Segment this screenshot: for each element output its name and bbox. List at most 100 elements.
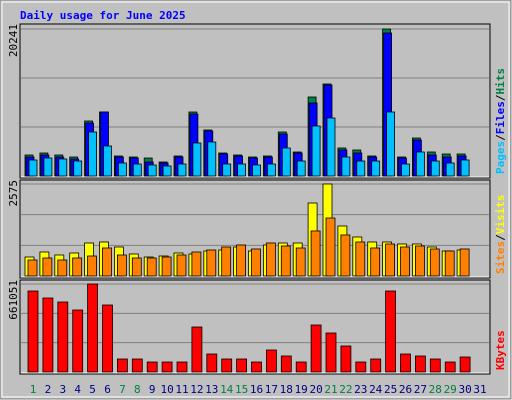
bar [280, 355, 292, 373]
bar [131, 358, 143, 373]
bar [176, 361, 188, 373]
legend: KBytes [494, 330, 507, 370]
bar [295, 247, 306, 277]
bar [146, 257, 157, 277]
legend-separator: / [494, 134, 507, 141]
legend: Sites/Visits [494, 195, 507, 275]
y-tick-label: 20241 [7, 24, 20, 57]
panel [19, 279, 491, 375]
bar [251, 248, 261, 277]
bar [310, 324, 322, 373]
bar [355, 241, 366, 277]
x-tick-label: 29 [444, 383, 457, 396]
bar [161, 256, 172, 277]
bar [430, 160, 440, 177]
bar [221, 358, 233, 373]
x-tick-label: 17 [265, 383, 278, 396]
x-tick-label: 19 [295, 383, 308, 396]
bar [57, 301, 69, 373]
bar [161, 361, 173, 373]
bar [385, 243, 396, 277]
bar [444, 361, 456, 373]
y-tick-label: 2575 [7, 180, 20, 207]
bar [265, 242, 276, 277]
bar [460, 159, 470, 177]
x-tick-label: 8 [134, 383, 141, 396]
bar [400, 353, 411, 373]
x-tick-label: 9 [149, 383, 156, 396]
bar [459, 248, 470, 277]
bar [147, 164, 157, 177]
bar [117, 254, 127, 277]
bar [42, 297, 54, 373]
x-tick-label: 24 [369, 383, 383, 396]
bar [221, 246, 232, 277]
bar [43, 157, 53, 177]
bar [265, 349, 277, 373]
bar [27, 259, 38, 277]
bar [459, 356, 471, 373]
legend-separator: / [494, 234, 507, 241]
bar [296, 160, 306, 177]
x-tick-label: 20 [309, 383, 322, 396]
legend-entry: Sites [494, 241, 507, 274]
x-tick-label: 14 [220, 383, 234, 396]
legend-entry: Pages [494, 141, 507, 174]
x-tick-label: 13 [205, 383, 218, 396]
legend-separator: / [494, 94, 507, 101]
bar [88, 131, 97, 177]
bar [206, 353, 218, 373]
x-tick-label: 3 [59, 383, 66, 396]
x-tick-label: 18 [280, 383, 293, 396]
bar [281, 147, 291, 177]
bar [386, 111, 396, 177]
bar [191, 326, 203, 373]
x-tick-label: 5 [89, 383, 96, 396]
bar [192, 142, 202, 177]
x-tick-label: 30 [458, 383, 471, 396]
x-tick-label: 26 [399, 383, 412, 396]
x-tick-label: 15 [235, 383, 248, 396]
bar [311, 125, 321, 177]
x-tick-label: 23 [354, 383, 367, 396]
bar [72, 309, 84, 373]
bar [102, 247, 112, 277]
bar [370, 358, 382, 373]
x-tick-label: 7 [119, 383, 126, 396]
bar [237, 163, 247, 177]
bar [146, 361, 158, 373]
x-tick-label: 16 [250, 383, 263, 396]
x-tick-label: 4 [74, 383, 81, 396]
bar [429, 248, 440, 277]
bar [28, 159, 38, 177]
bar [400, 246, 410, 277]
bar [280, 245, 291, 277]
bar [385, 290, 397, 373]
x-tick-label: 6 [104, 383, 111, 396]
bar [73, 160, 83, 177]
bar [162, 165, 172, 177]
legend: Pages/Files/Hits [494, 68, 507, 174]
bar [295, 361, 307, 373]
x-tick-label: 31 [473, 383, 486, 396]
x-tick-label: 25 [384, 383, 397, 396]
legend-entry: Visits [494, 195, 507, 235]
x-tick-label: 21 [324, 383, 337, 396]
bar [414, 355, 426, 373]
bar [103, 145, 112, 177]
bar [87, 283, 98, 373]
bar [340, 234, 351, 277]
bar [445, 162, 455, 177]
bar [58, 158, 68, 177]
y-tick-label: 661051 [7, 280, 20, 320]
bar [252, 164, 261, 177]
bar [325, 332, 337, 373]
bar [177, 163, 187, 177]
bar [57, 259, 68, 277]
chart-title: Daily usage for June 2025 [20, 9, 186, 22]
x-tick-label: 28 [429, 383, 442, 396]
bar [87, 255, 97, 277]
bar [444, 250, 455, 277]
